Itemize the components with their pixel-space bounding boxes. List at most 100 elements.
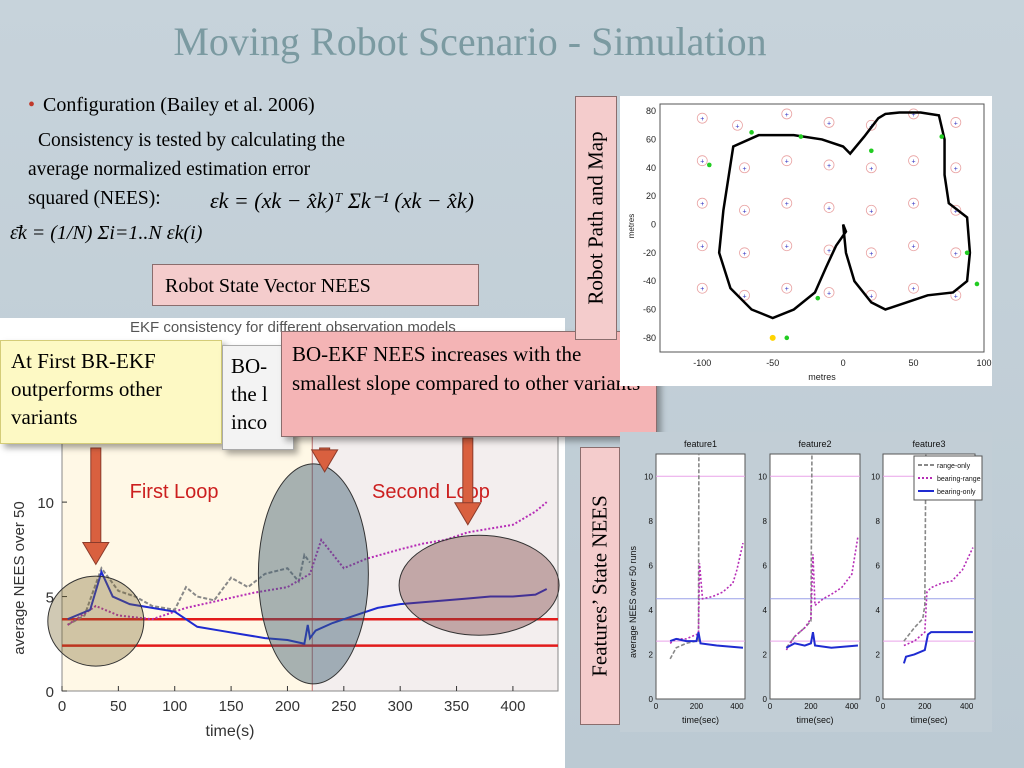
robot-path-label-text: Robot Path and Map [583, 131, 608, 305]
legend-label-range-only: range-only [937, 463, 971, 470]
landmark-marker: + [912, 112, 916, 119]
landmark-marker: + [700, 244, 704, 251]
landmark-marker: + [869, 208, 873, 215]
path-x-tick-label: 0 [841, 358, 846, 368]
feature-x-axis-label: time(sec) [682, 715, 719, 725]
robot-path-chart: -100 -50 0 50 100 80 60 40 20 0 -20 -40 -60 -80 metres… [620, 96, 992, 386]
feature-panel-frame [769, 453, 861, 700]
landmark-ellipse [696, 282, 708, 294]
observed-landmark [707, 162, 712, 168]
landmark-marker: + [700, 201, 704, 208]
callout-mid-line-3: inco [231, 410, 268, 434]
feature-panel-frame [655, 453, 746, 700]
x-tick-label: 200 [275, 698, 300, 715]
x-tick-label: 250 [331, 698, 356, 715]
features-nees-chart: average NEES over 50 runs feature1 0 2 4 6 8 10… [620, 432, 992, 732]
feature-y-tick-label: 6 [763, 561, 768, 570]
landmark-marker: + [869, 166, 873, 173]
x-axis-label: time(s) [206, 723, 255, 740]
feature-y-tick-label: 0 [876, 695, 881, 704]
feature-y-tick-label: 10 [758, 472, 767, 481]
feature-y-tick-label: 6 [649, 561, 654, 570]
feature-series-bearing-only [669, 631, 744, 649]
consistency-text: Consistency is tested by calculating the… [28, 126, 458, 213]
arrow-head-2 [453, 502, 482, 526]
feature-series-bearing-only [785, 632, 859, 649]
path-y-tick-label: -60 [643, 304, 656, 314]
features-y-axis-label: average NEES over 50 runs [628, 545, 638, 658]
landmark-marker: + [827, 163, 831, 170]
path-y-tick-label: 0 [651, 219, 656, 229]
x-tick-label: 150 [219, 698, 244, 715]
landmark-marker: + [954, 120, 958, 127]
consistency-line-1: Consistency is tested by calculating the [38, 130, 346, 151]
arrow-shaft-0 [90, 447, 102, 545]
feature-x-tick-label: 400 [845, 702, 859, 711]
feature-x-axis-label: time(sec) [796, 715, 833, 725]
average-nees-equation: ε̄k = (1/N) Σi=1..N εk(i) [10, 222, 203, 244]
path-background [620, 96, 992, 386]
feature-y-tick-label: 10 [644, 472, 653, 481]
feature-y-tick-label: 4 [763, 606, 768, 615]
landmark-ellipse [823, 117, 835, 128]
landmark-marker: + [700, 159, 704, 166]
landmark-ellipse [950, 162, 962, 174]
landmark-marker: + [700, 116, 704, 123]
y-tick-label: 5 [46, 590, 54, 607]
observed-landmark [749, 130, 754, 135]
path-x-tick-label: -100 [693, 358, 711, 368]
highlight-ellipse-transition [257, 463, 369, 685]
path-y-tick-label: 60 [646, 134, 656, 144]
landmark-marker: + [954, 293, 958, 300]
observed-landmark [869, 148, 874, 154]
landmark-marker: + [912, 244, 916, 251]
callout-mid-line-1: BO- [231, 354, 268, 378]
legend-label-bearing-only: bearing-only [937, 489, 976, 496]
feature-y-tick-label: 0 [763, 695, 768, 704]
path-y-tick-label: -80 [643, 333, 656, 343]
bullet-glyph: • [28, 94, 36, 116]
feature-y-tick-label: 8 [876, 517, 881, 526]
landmark-ellipse [781, 155, 793, 167]
path-y-tick-label: 20 [646, 191, 656, 201]
feature-panel-title: feature2 [798, 439, 831, 449]
path-y-tick-label: 80 [646, 106, 656, 116]
path-y-tick-label: 40 [646, 163, 656, 173]
landmark-marker: + [785, 244, 789, 251]
feature-x-tick-label: 200 [690, 702, 704, 711]
config-bullet-line: • Configuration (Bailey et al. 2006) [28, 94, 315, 117]
path-x-tick-label: 100 [976, 358, 991, 368]
x-tick-label: 400 [500, 698, 525, 715]
path-frame [659, 103, 985, 353]
feature-series-range-only [903, 453, 927, 642]
arrow-shaft-2 [462, 437, 474, 506]
arrow-head-0 [81, 541, 110, 566]
feature-y-tick-label: 2 [876, 650, 881, 659]
legend-label-bearing-range: bearing-range [937, 476, 981, 483]
observed-landmark [964, 250, 970, 256]
feature-series-bearing-range [785, 536, 859, 651]
feature-x-tick-label: 200 [918, 702, 932, 711]
callout-bo-ekf: BO-EKF NEES increases with the smallest … [281, 331, 657, 437]
x-tick-label: 300 [388, 698, 413, 715]
landmark-marker: + [827, 205, 831, 212]
callout-br-ekf: At First BR-EKF outperforms other varian… [0, 340, 222, 444]
landmark-ellipse [865, 119, 877, 131]
landmark-marker: + [785, 112, 789, 119]
landmark-ellipse [865, 162, 877, 174]
landmark-ellipse [823, 159, 835, 171]
x-tick-label: 0 [58, 698, 66, 715]
landmark-marker: + [954, 166, 958, 173]
feature-x-tick-label: 0 [654, 702, 659, 711]
observed-landmark [974, 281, 980, 287]
landmark-marker: + [700, 286, 704, 293]
feature-x-tick-label: 0 [881, 702, 886, 711]
landmark-marker: + [785, 201, 789, 208]
landmark-marker: + [785, 159, 789, 166]
landmark-marker: + [912, 286, 916, 293]
landmark-marker: + [827, 248, 831, 255]
landmark-ellipse [908, 155, 919, 167]
landmark-ellipse [908, 108, 919, 120]
landmark-marker: + [735, 123, 739, 130]
arrow-head-1 [310, 449, 339, 473]
